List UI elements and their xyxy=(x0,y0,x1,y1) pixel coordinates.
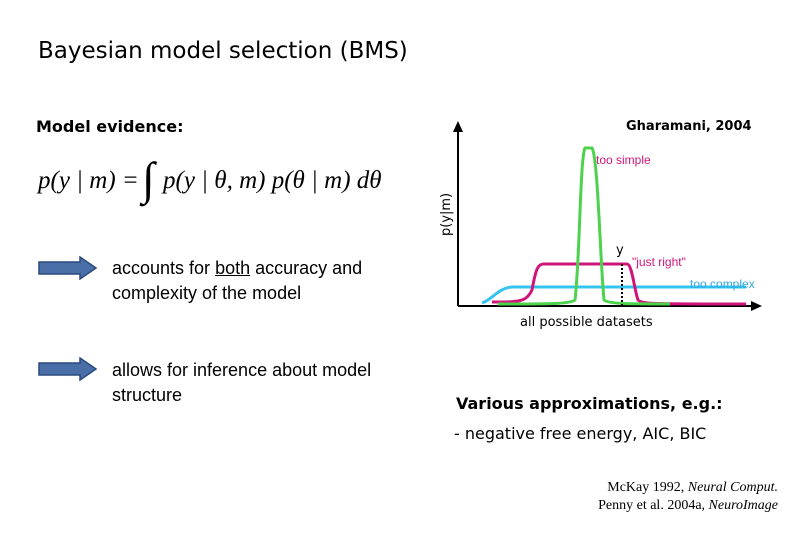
x-axis-arrow-icon xyxy=(751,301,762,311)
curve-too-complex xyxy=(481,285,746,305)
formula-integrand: p(y | θ, m) p(θ | m) dθ xyxy=(161,167,382,194)
bullet-emphasis: both xyxy=(215,258,251,278)
x-axis-label: all possible datasets xyxy=(520,315,653,330)
bullet-arrow-icon xyxy=(38,357,98,381)
y-axis-label: p(y|m) xyxy=(439,193,454,236)
curve-too-simple xyxy=(497,146,671,306)
reference-authors: Penny et al. 2004a, xyxy=(598,498,709,513)
y-axis-arrow-icon xyxy=(453,121,463,132)
plot-citation: Gharamani, 2004 xyxy=(626,119,752,134)
integral-sign-icon: ∫ xyxy=(139,153,157,207)
bullet-text: accounts for xyxy=(112,258,216,278)
approximations-heading: Various approximations, e.g.: xyxy=(456,394,723,413)
slide-title: Bayesian model selection (BMS) xyxy=(38,38,408,64)
model-evidence-label: Model evidence: xyxy=(36,117,184,136)
bullet-arrow-icon xyxy=(38,256,98,280)
bullet-text: allows for inference about model structu… xyxy=(112,360,372,405)
label-too-simple: too simple xyxy=(596,153,651,167)
bullet-model-structure: allows for inference about model structu… xyxy=(112,358,372,408)
references: McKay 1992, Neural Comput. Penny et al. … xyxy=(598,479,778,515)
label-too-complex: too complex xyxy=(690,277,755,291)
evidence-curves-plot: p(y|m) y too simple "just right" too com… xyxy=(439,121,762,330)
reference-mckay: McKay 1992, Neural Comput. xyxy=(598,479,778,497)
formula-lhs: p(y | m) = xyxy=(36,167,139,194)
model-evidence-formula: p(y | m) = ∫ p(y | θ, m) p(θ | m) dθ xyxy=(36,153,382,207)
reference-authors: McKay 1992, xyxy=(607,480,688,495)
reference-journal: Neural Comput. xyxy=(687,480,778,495)
y-marker-label: y xyxy=(616,243,624,258)
label-just-right: "just right" xyxy=(632,255,686,269)
bullet-accuracy-complexity: accounts for both accuracy and complexit… xyxy=(112,256,372,306)
approximations-item: - negative free energy, AIC, BIC xyxy=(454,424,707,443)
reference-journal: NeuroImage xyxy=(708,498,778,513)
reference-penny: Penny et al. 2004a, NeuroImage xyxy=(598,497,778,515)
bullet-text: accuracy and complexity of the model xyxy=(112,258,363,303)
